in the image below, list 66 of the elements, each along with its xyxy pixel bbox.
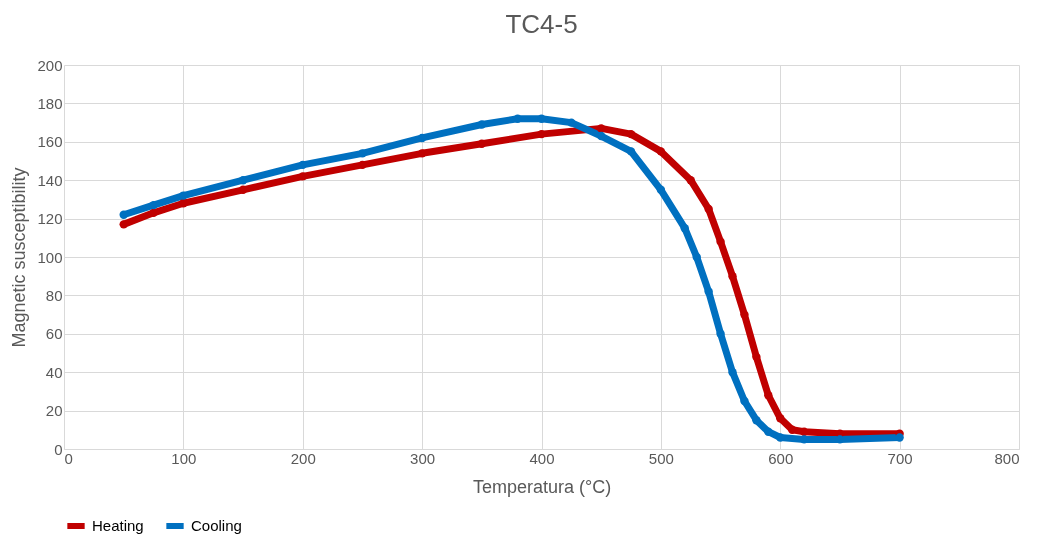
point xyxy=(417,149,427,158)
point xyxy=(799,427,809,436)
point xyxy=(692,252,701,262)
y-tick-label: 60 xyxy=(45,325,63,343)
x-tick-label: 300 xyxy=(410,449,436,467)
point xyxy=(656,147,666,156)
point xyxy=(788,425,797,434)
point xyxy=(179,191,188,200)
x-tick-label: 600 xyxy=(768,449,794,467)
y-axis-title: Magnetic susceptibility xyxy=(9,167,30,348)
point xyxy=(597,124,606,133)
y-tick-label: 200 xyxy=(37,56,63,74)
point xyxy=(728,272,737,281)
point xyxy=(686,176,695,185)
point xyxy=(149,200,158,210)
point xyxy=(477,139,486,148)
x-tick-label: 200 xyxy=(290,449,316,467)
point xyxy=(238,185,248,194)
point xyxy=(716,237,725,246)
point xyxy=(513,114,522,123)
point xyxy=(764,391,773,400)
point xyxy=(567,118,576,127)
x-tick-label: 400 xyxy=(529,449,555,467)
point xyxy=(895,433,904,442)
point xyxy=(626,147,636,156)
point xyxy=(716,329,725,338)
point xyxy=(740,310,749,319)
x-tick-label: 100 xyxy=(171,449,197,467)
x-tick-label: 700 xyxy=(887,449,913,467)
y-tick-label: 160 xyxy=(37,133,63,151)
point xyxy=(597,131,606,141)
point xyxy=(358,160,367,170)
point xyxy=(680,224,689,233)
point xyxy=(776,433,785,442)
y-tick-label: 80 xyxy=(45,286,63,304)
y-tick-label: 180 xyxy=(37,94,63,112)
y-tick-label: 140 xyxy=(37,171,63,189)
point xyxy=(537,114,546,123)
point xyxy=(119,210,128,219)
point xyxy=(740,396,749,406)
legend-label: Cooling xyxy=(191,517,242,534)
point xyxy=(149,208,158,218)
point xyxy=(764,427,773,436)
point xyxy=(776,414,785,423)
point xyxy=(752,416,761,425)
point xyxy=(537,129,546,139)
point xyxy=(238,176,248,185)
y-tick-label: 40 xyxy=(45,363,63,381)
point xyxy=(656,185,666,194)
point xyxy=(704,204,713,214)
point xyxy=(119,220,128,229)
point xyxy=(298,160,307,170)
x-tick-label: 800 xyxy=(994,449,1020,467)
point xyxy=(417,133,427,143)
y-tick-label: 100 xyxy=(37,248,63,266)
chart-title: TC4-5 xyxy=(505,9,578,39)
x-axis-title: Temperatura (°C) xyxy=(472,476,612,497)
y-tick-label: 120 xyxy=(37,210,63,228)
point xyxy=(358,149,367,158)
legend-label: Heating xyxy=(92,517,144,534)
point xyxy=(477,120,486,129)
y-tick-label: 20 xyxy=(45,402,63,420)
point xyxy=(704,287,713,296)
point xyxy=(298,172,307,181)
x-tick-label: 500 xyxy=(648,449,674,467)
point xyxy=(728,368,737,377)
